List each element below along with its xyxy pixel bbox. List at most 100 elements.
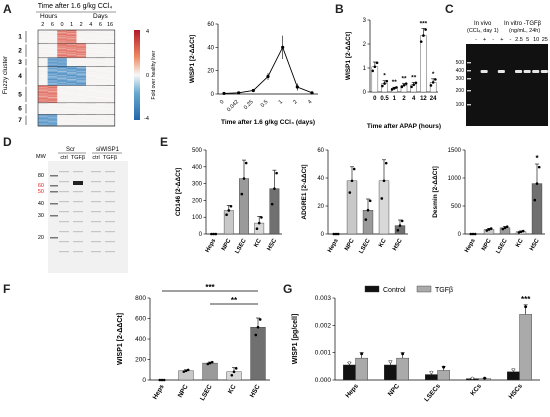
heatmap-cell [105, 67, 115, 70]
heatmap-cell [47, 122, 58, 124]
replicate-dot [524, 305, 528, 309]
group-siwisp1: siWISP1 [96, 147, 120, 153]
heatmap-cell [47, 88, 58, 90]
y-axis-label: WISP1 [pg/cell] [292, 314, 299, 365]
y-tick-label: 0.003 [315, 295, 332, 302]
heatmap-cell [95, 73, 106, 75]
heatmap-cell [76, 48, 87, 50]
heatmap-cell [105, 95, 115, 97]
heatmap-cell [76, 42, 87, 44]
heatmap-cell [47, 47, 58, 49]
heatmap-cell [105, 118, 115, 120]
heatmap-cell [95, 46, 106, 48]
heatmap-cell [57, 89, 67, 91]
heatmap-cell [66, 108, 77, 110]
heatmap-cell [66, 60, 77, 62]
gel-marker-label: 100 [456, 102, 465, 108]
heatmap-cell [47, 124, 58, 126]
heatmap-cell [76, 110, 87, 112]
heatmap-cell [95, 49, 106, 51]
heatmap-cell [47, 86, 58, 89]
replicate-dot [350, 179, 354, 183]
blot-band [91, 181, 101, 183]
replicate-dot [381, 84, 384, 88]
heatmap-cell [105, 116, 115, 118]
blot-band [91, 201, 101, 203]
heatmap-cell [95, 110, 106, 112]
heatmap-cell [76, 109, 87, 111]
heatmap-cell [76, 41, 87, 43]
heatmap-cell [86, 121, 96, 123]
heatmap-cell [57, 42, 67, 44]
heatmap-cell [47, 91, 58, 94]
blot-marker-label: 30 [38, 213, 44, 219]
heatmap-cell [95, 122, 106, 124]
heatmap-cell [76, 61, 87, 63]
y-axis-label: WISP1 [2-ΔΔCt] [117, 313, 124, 365]
heatmap-cell [38, 43, 48, 45]
heatmap-cell [105, 120, 115, 122]
heatmap-cell [105, 56, 115, 59]
heatmap-cell [105, 35, 115, 37]
heatmap-cell [105, 41, 115, 43]
blot-band [59, 181, 69, 183]
heatmap-cell [38, 93, 48, 95]
invitro-label: In vitro -TGFβ [504, 21, 542, 27]
heatmap-cell [105, 39, 115, 41]
heatmap-cell [38, 73, 48, 75]
heatmap-cell [66, 71, 77, 74]
heatmap-cell [95, 77, 106, 80]
heatmap-cell [47, 80, 58, 82]
heatmap-cell [47, 66, 58, 69]
blot-lane-label: ctrl [92, 155, 99, 161]
heatmap-cell [38, 85, 48, 88]
heatmap-cell [66, 119, 77, 121]
heatmap-cell [38, 96, 48, 99]
replicate-dot [373, 65, 377, 69]
heatmap-cell [57, 99, 67, 101]
x-tick-label: HSC [392, 237, 404, 252]
heatmap-cell [47, 119, 58, 121]
heatmap-cell [57, 96, 67, 99]
heatmap-cell [38, 82, 48, 85]
gel-bands [480, 70, 548, 73]
heatmap-cell [76, 45, 87, 47]
heatmap-cell [105, 50, 115, 52]
heatmap-cell [86, 71, 96, 74]
x-tick-label: HSC [529, 237, 541, 252]
heatmap-cell [76, 89, 87, 91]
gel-ladder-band [467, 62, 471, 64]
heatmap-cell [38, 125, 48, 127]
heatmap-cell [95, 64, 106, 65]
replicate-dot [214, 232, 218, 236]
heatmap-cell [66, 88, 77, 90]
heatmap-cell [76, 57, 87, 59]
replicate-dot [347, 361, 351, 365]
blot-band [59, 201, 69, 203]
heatmap-cell [86, 116, 96, 118]
heatmap-cell [38, 62, 48, 63]
heatmap-cell [95, 100, 106, 102]
heatmap-cell [86, 86, 96, 89]
replicate-dot [258, 318, 262, 321]
heatmap-cell [38, 30, 48, 33]
heatmap-cell [95, 57, 106, 59]
heatmap-cell [95, 91, 106, 94]
heatmap-cell [95, 105, 106, 107]
heatmap-cell [66, 109, 77, 111]
heatmap-cell [95, 112, 106, 114]
heatmap-cell [38, 59, 48, 61]
legend-swatch [364, 285, 380, 293]
heatmap-cell [57, 74, 67, 77]
heatmap-cell [38, 100, 48, 102]
heatmap-cell [38, 46, 48, 48]
heatmap-cell [86, 59, 96, 60]
replicate-dot [419, 40, 423, 43]
replicate-dot [380, 197, 384, 200]
blot-band [105, 211, 115, 213]
y-tick-label: 400 [135, 336, 146, 343]
heatmap-cell [86, 37, 96, 39]
panel-letter-c: C [445, 2, 454, 16]
heatmap-cell [38, 84, 48, 86]
